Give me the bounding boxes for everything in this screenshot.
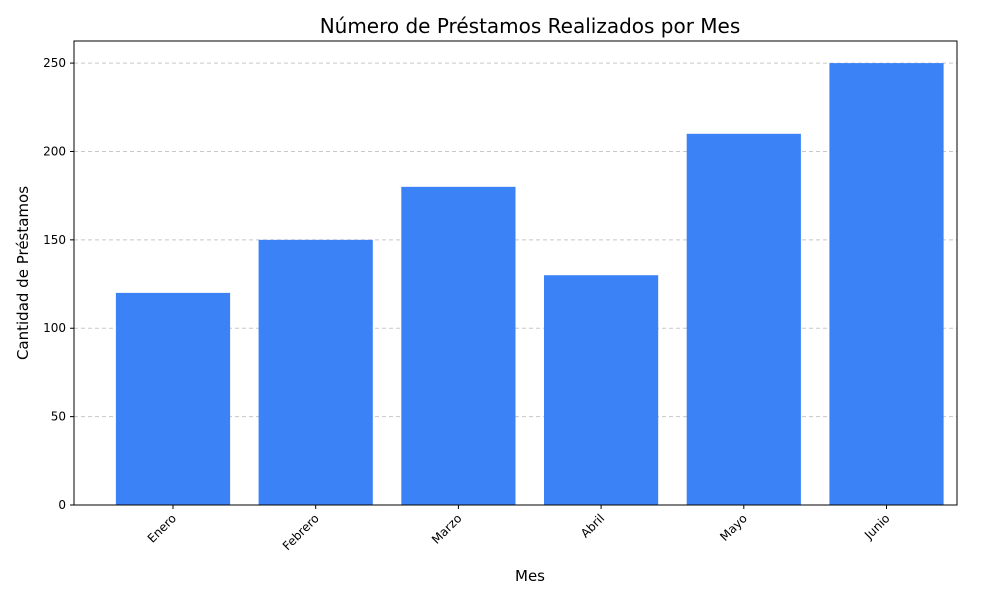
bar-mayo [686, 133, 801, 506]
y-tick-label: 250 [43, 56, 66, 70]
y-tick-label: 50 [51, 410, 66, 424]
y-tick-label: 150 [43, 233, 66, 247]
bar-marzo [401, 186, 516, 506]
y-tick-label: 100 [43, 321, 66, 335]
plot-frame [73, 40, 958, 506]
x-axis-label: Mes [515, 567, 545, 585]
y-tick-label: 200 [43, 144, 66, 158]
bar-junio [829, 63, 944, 505]
chart-title: Número de Préstamos Realizados por Mes [320, 14, 741, 38]
y-axis-label: Cantidad de Préstamos [14, 186, 32, 360]
bar-enero [115, 292, 231, 505]
y-axis-ticks: 0 50 100 150 200 250 [43, 56, 74, 512]
y-tick-label: 0 [58, 498, 66, 512]
bar-febrero [258, 239, 373, 505]
bar-abril [544, 275, 659, 505]
bars [115, 63, 944, 506]
